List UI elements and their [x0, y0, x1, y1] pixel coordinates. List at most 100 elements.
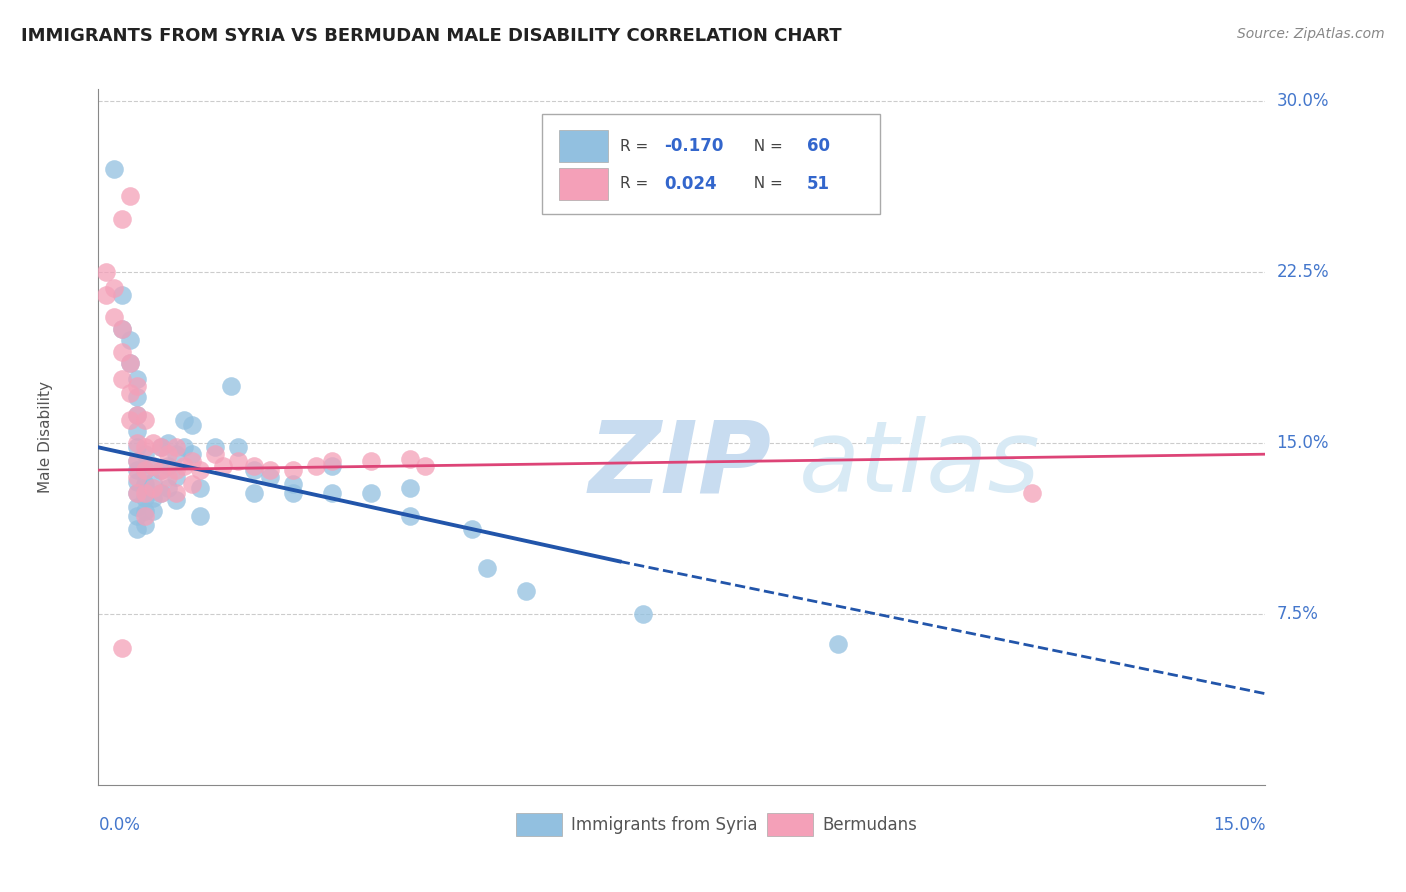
Point [118, 413, 141, 427]
Point [165, 441, 187, 455]
Point [477, 561, 499, 575]
Point [149, 486, 172, 500]
FancyBboxPatch shape [768, 813, 813, 837]
Point [259, 470, 281, 484]
Text: 15.0%: 15.0% [1213, 815, 1265, 833]
Point [127, 378, 149, 392]
Point [180, 476, 202, 491]
Point [134, 486, 156, 500]
Point [228, 454, 250, 468]
Point [142, 475, 165, 489]
Point [461, 523, 484, 537]
Point [96, 287, 118, 301]
Point [321, 486, 343, 500]
Point [157, 447, 180, 461]
Point [111, 344, 134, 359]
Point [360, 486, 382, 500]
Point [142, 458, 165, 473]
FancyBboxPatch shape [541, 113, 880, 214]
Point [173, 458, 195, 473]
Point [219, 378, 242, 392]
Point [142, 491, 165, 505]
Point [321, 454, 343, 468]
Point [134, 447, 156, 461]
Point [305, 458, 328, 473]
Point [111, 212, 134, 227]
Point [127, 390, 149, 404]
Point [118, 385, 141, 400]
Point [127, 500, 149, 514]
Point [413, 458, 436, 473]
Point [1021, 486, 1043, 500]
Point [827, 636, 849, 650]
Point [188, 508, 211, 523]
Text: 15.0%: 15.0% [1277, 434, 1329, 451]
Point [111, 372, 134, 386]
Point [398, 482, 420, 496]
Text: Bermudans: Bermudans [823, 815, 917, 834]
Point [118, 189, 141, 203]
Point [142, 458, 165, 473]
Point [127, 508, 149, 523]
Point [149, 486, 172, 500]
Point [180, 454, 202, 468]
Point [134, 463, 156, 477]
Point [134, 441, 156, 455]
Text: 60: 60 [807, 137, 830, 155]
Text: N =: N = [744, 139, 787, 153]
Point [127, 486, 149, 500]
Point [281, 486, 304, 500]
Text: -0.170: -0.170 [665, 137, 724, 155]
Point [103, 162, 125, 177]
Point [180, 447, 202, 461]
Point [149, 463, 172, 477]
Text: R =: R = [620, 177, 654, 191]
Point [134, 413, 156, 427]
Text: N =: N = [744, 177, 787, 191]
Text: Source: ZipAtlas.com: Source: ZipAtlas.com [1237, 27, 1385, 41]
Text: 0.024: 0.024 [665, 175, 717, 193]
Point [281, 463, 304, 477]
Point [281, 476, 304, 491]
Text: atlas: atlas [799, 417, 1040, 514]
Point [165, 486, 187, 500]
Point [149, 441, 172, 455]
Text: Immigrants from Syria: Immigrants from Syria [571, 815, 758, 834]
Point [111, 641, 134, 656]
Point [127, 470, 149, 484]
Point [173, 413, 195, 427]
Text: 30.0%: 30.0% [1277, 92, 1329, 110]
Point [127, 409, 149, 423]
Point [127, 523, 149, 537]
Point [515, 584, 537, 599]
Point [157, 470, 180, 484]
Point [149, 463, 172, 477]
Point [398, 451, 420, 466]
Point [127, 454, 149, 468]
Point [127, 372, 149, 386]
Point [118, 356, 141, 370]
Text: R =: R = [620, 139, 654, 153]
Point [127, 441, 149, 455]
Point [188, 463, 211, 477]
Point [134, 463, 156, 477]
Point [243, 486, 266, 500]
Point [157, 482, 180, 496]
Point [243, 458, 266, 473]
Point [180, 417, 202, 432]
Point [127, 435, 149, 450]
FancyBboxPatch shape [560, 168, 609, 200]
Point [134, 504, 156, 518]
Point [259, 463, 281, 477]
Point [103, 310, 125, 325]
Point [127, 463, 149, 477]
Point [360, 454, 382, 468]
Point [118, 356, 141, 370]
Point [118, 333, 141, 347]
Text: Male Disability: Male Disability [38, 381, 53, 493]
Text: ZIP: ZIP [589, 417, 772, 514]
Point [149, 441, 172, 455]
Point [127, 486, 149, 500]
Point [111, 322, 134, 336]
Point [165, 447, 187, 461]
